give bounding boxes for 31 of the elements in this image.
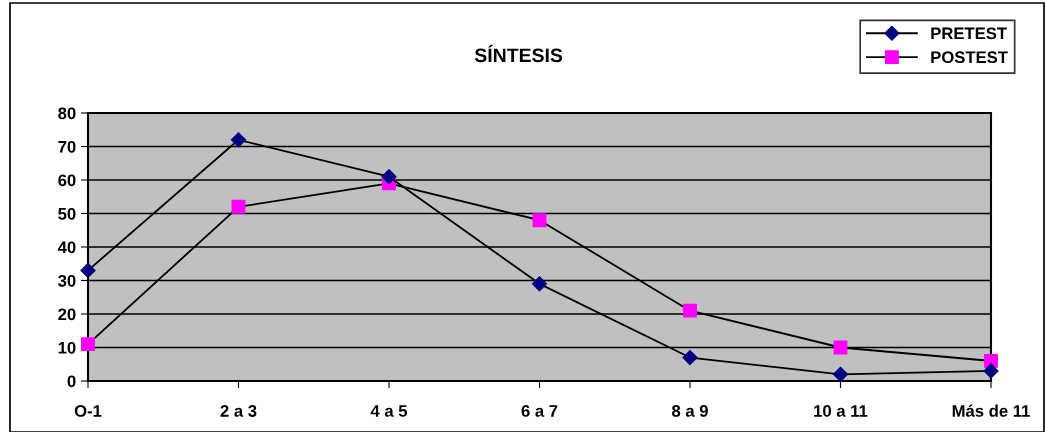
y-tick-label: 0 <box>67 375 76 388</box>
point <box>683 303 697 318</box>
chart-title: SÍNTESIS <box>474 44 563 63</box>
point <box>81 337 95 352</box>
x-tick-label: O-1 <box>74 405 102 417</box>
legend-label: PRETEST <box>931 27 1007 40</box>
y-tick-label: 70 <box>58 140 76 153</box>
x-tick-label: 8 a 9 <box>672 405 708 417</box>
point <box>532 213 547 228</box>
point <box>984 353 998 368</box>
y-tick-label: 50 <box>58 207 76 220</box>
point <box>983 363 999 379</box>
point <box>682 349 698 366</box>
x-tick-label: 4 a 5 <box>370 405 408 417</box>
y-tick-label: 20 <box>58 308 76 321</box>
x-tick-label: 6 a 7 <box>521 405 558 417</box>
y-tick-label: 40 <box>57 241 76 254</box>
point <box>531 276 548 292</box>
point <box>381 169 397 185</box>
y-tick-label: 80 <box>58 107 76 120</box>
point <box>230 132 247 148</box>
point <box>231 199 246 214</box>
x-tick-label: Más de 11 <box>952 404 1030 417</box>
y-tick-label: 10 <box>58 341 76 354</box>
x-tick-label: 10 a 11 <box>814 405 868 417</box>
point <box>832 366 849 382</box>
x-tick-label: 2 a 3 <box>220 405 257 417</box>
y-tick-label: 30 <box>58 274 76 287</box>
y-tick-label: 60 <box>58 174 76 187</box>
legend-label: POSTEST <box>931 51 1008 64</box>
point <box>80 262 96 279</box>
